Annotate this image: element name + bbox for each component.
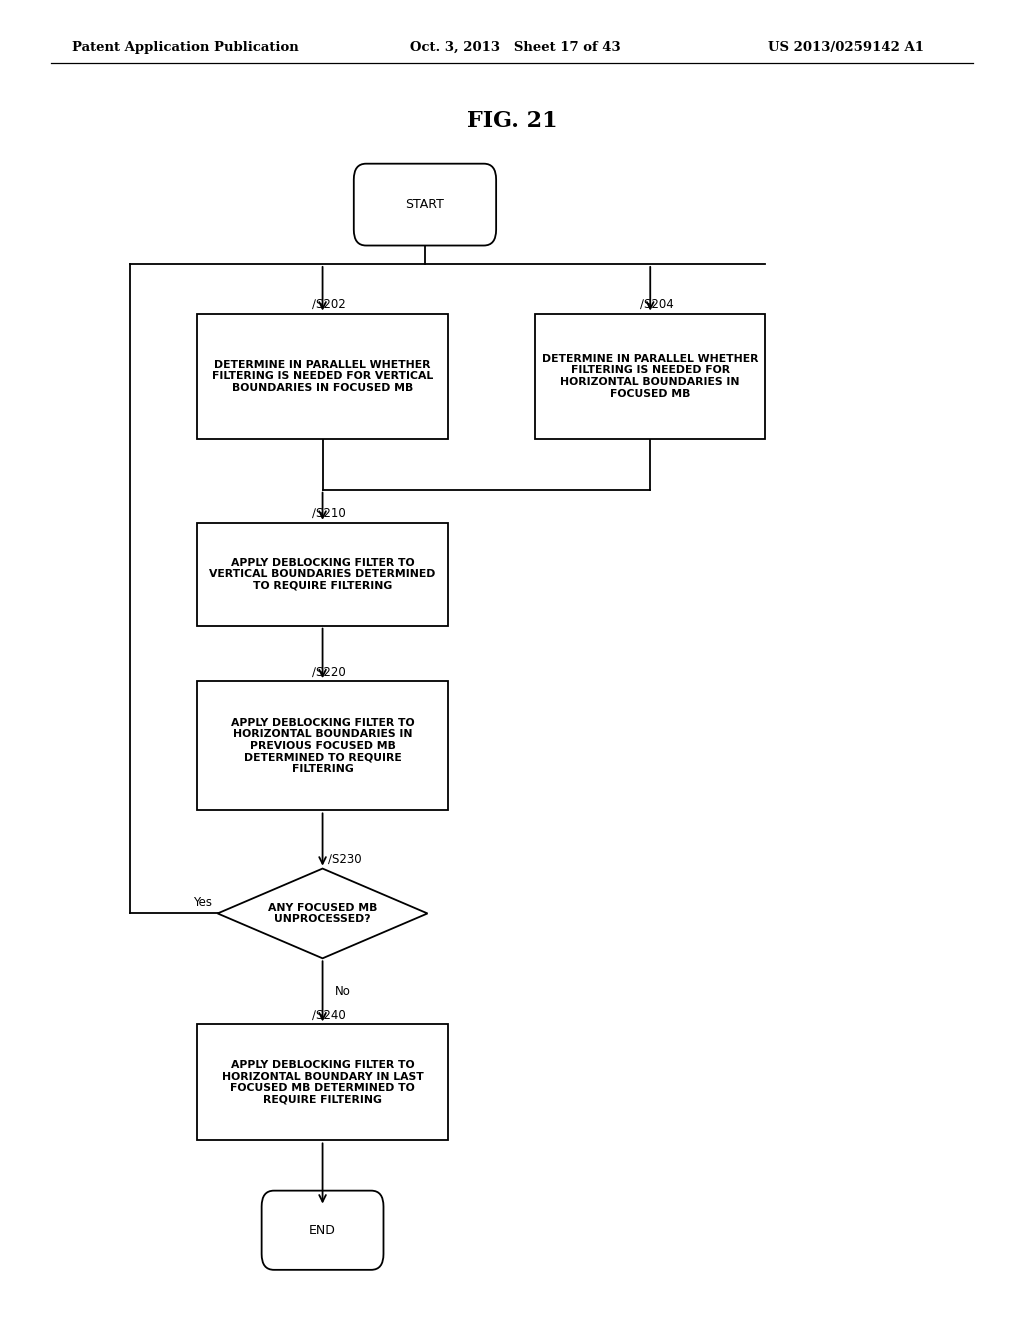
Text: US 2013/0259142 A1: US 2013/0259142 A1	[768, 41, 924, 54]
Text: Yes: Yes	[194, 896, 213, 909]
Text: ∕S230: ∕S230	[328, 853, 361, 866]
Bar	[197, 681, 449, 810]
Bar	[197, 314, 449, 438]
Text: Oct. 3, 2013   Sheet 17 of 43: Oct. 3, 2013 Sheet 17 of 43	[410, 41, 621, 54]
Text: ∕S202: ∕S202	[312, 298, 346, 312]
Bar	[535, 314, 765, 438]
Text: APPLY DEBLOCKING FILTER TO
HORIZONTAL BOUNDARIES IN
PREVIOUS FOCUSED MB
DETERMIN: APPLY DEBLOCKING FILTER TO HORIZONTAL BO…	[230, 718, 415, 774]
Text: ANY FOCUSED MB
UNPROCESSED?: ANY FOCUSED MB UNPROCESSED?	[268, 903, 377, 924]
Text: START: START	[406, 198, 444, 211]
Bar	[197, 523, 449, 626]
FancyBboxPatch shape	[262, 1191, 383, 1270]
Text: APPLY DEBLOCKING FILTER TO
VERTICAL BOUNDARIES DETERMINED
TO REQUIRE FILTERING: APPLY DEBLOCKING FILTER TO VERTICAL BOUN…	[209, 557, 436, 591]
Text: FIG. 21: FIG. 21	[467, 111, 557, 132]
Text: DETERMINE IN PARALLEL WHETHER
FILTERING IS NEEDED FOR
HORIZONTAL BOUNDARIES IN
F: DETERMINE IN PARALLEL WHETHER FILTERING …	[542, 354, 759, 399]
Bar	[197, 1024, 449, 1140]
Text: ∕S240: ∕S240	[312, 1008, 346, 1022]
Text: No: No	[335, 985, 351, 998]
Text: APPLY DEBLOCKING FILTER TO
HORIZONTAL BOUNDARY IN LAST
FOCUSED MB DETERMINED TO
: APPLY DEBLOCKING FILTER TO HORIZONTAL BO…	[221, 1060, 424, 1105]
Text: END: END	[309, 1224, 336, 1237]
FancyBboxPatch shape	[354, 164, 496, 246]
Text: ∕S204: ∕S204	[640, 298, 674, 312]
Text: ∕S220: ∕S220	[312, 665, 346, 678]
Polygon shape	[218, 869, 428, 958]
Text: Patent Application Publication: Patent Application Publication	[72, 41, 298, 54]
Text: ∕S210: ∕S210	[312, 507, 346, 520]
Text: DETERMINE IN PARALLEL WHETHER
FILTERING IS NEEDED FOR VERTICAL
BOUNDARIES IN FOC: DETERMINE IN PARALLEL WHETHER FILTERING …	[212, 359, 433, 393]
